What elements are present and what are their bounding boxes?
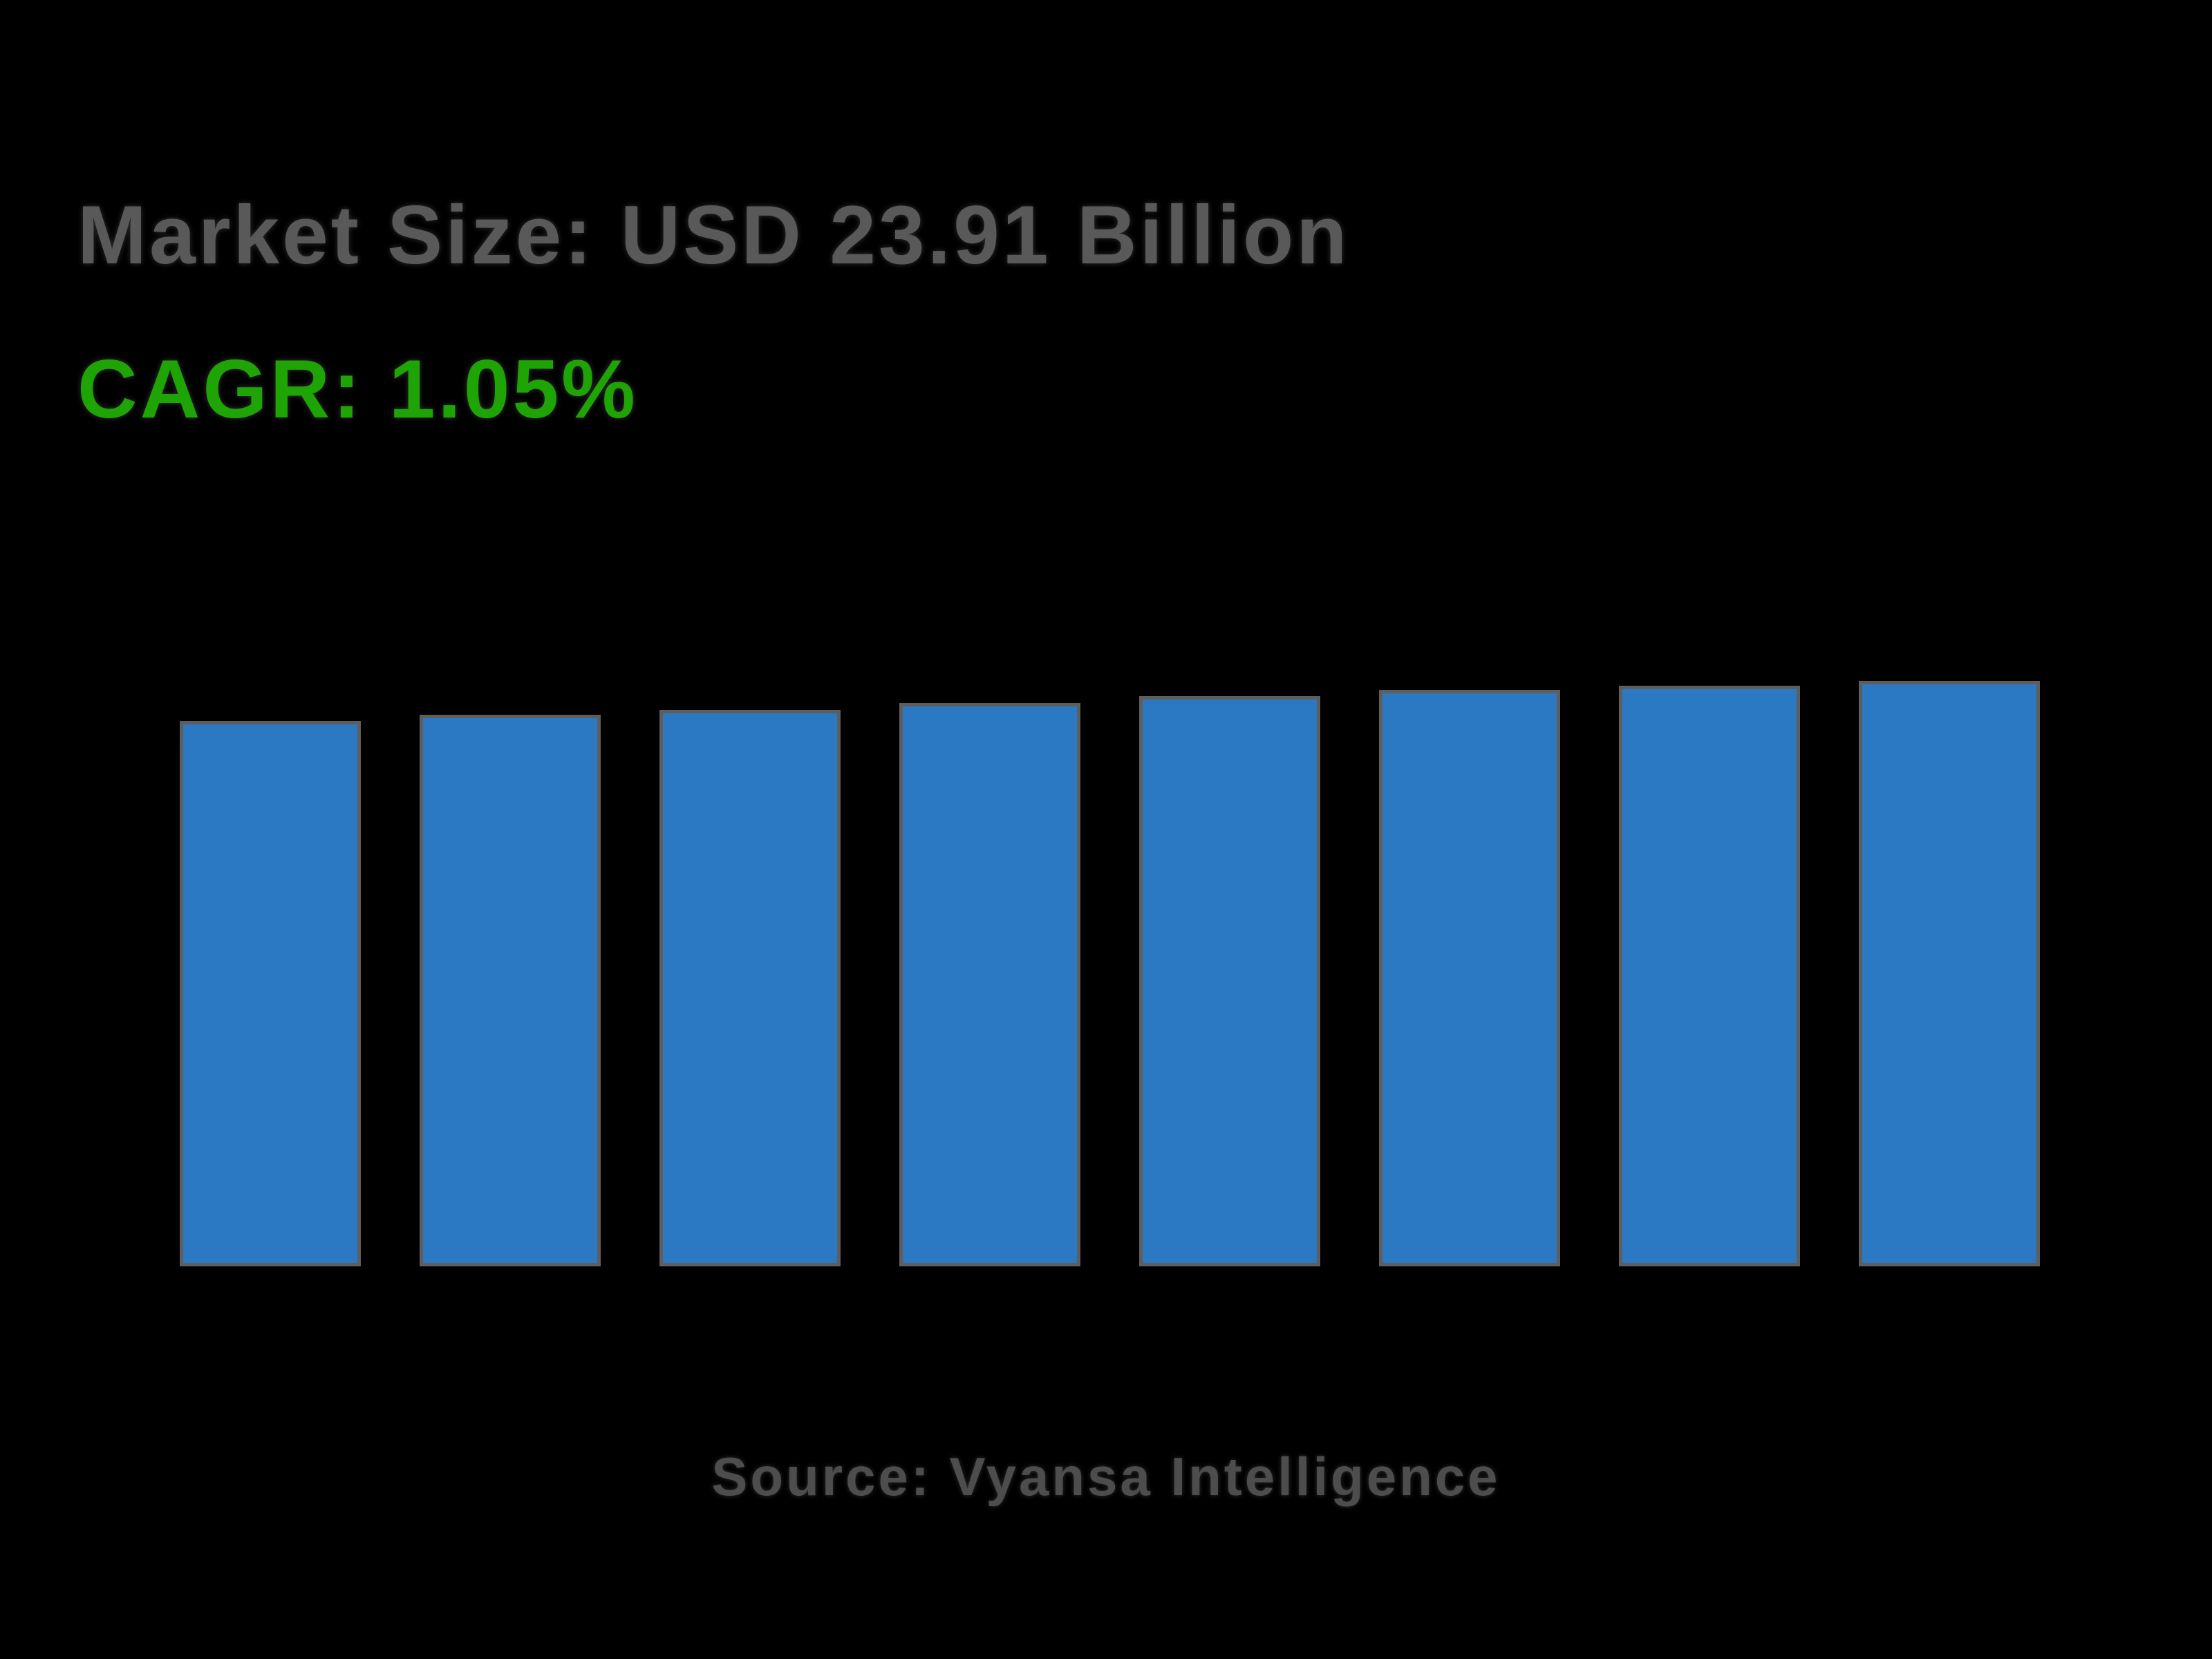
source-caption: Source: Vyansa Intelligence: [711, 1446, 1501, 1507]
bar-3: [659, 710, 841, 1266]
bar-4: [899, 703, 1080, 1266]
cagr-label: CAGR: 1.05%: [77, 343, 638, 435]
market-size-title: Market Size: USD 23.91 Billion: [77, 189, 1350, 281]
bar-7: [1619, 686, 1800, 1266]
bar-5: [1139, 696, 1320, 1266]
bar-6: [1379, 690, 1560, 1266]
bar-8: [1859, 681, 2040, 1266]
bar-1: [180, 721, 361, 1266]
bar-2: [420, 715, 601, 1266]
